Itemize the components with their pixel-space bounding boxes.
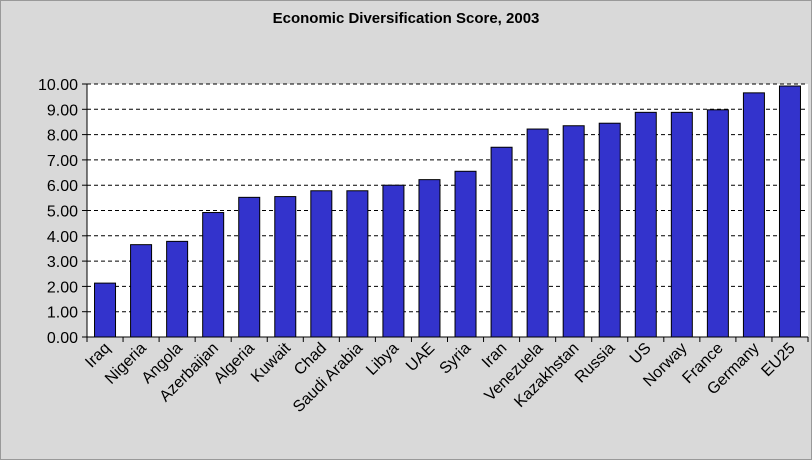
y-tick-label: 8.00 (47, 128, 78, 145)
x-tick-label: Libya (363, 340, 402, 379)
y-tick-label: 1.00 (47, 305, 78, 322)
bars (94, 85, 801, 338)
bar (94, 282, 117, 338)
y-tick-label: 7.00 (47, 153, 78, 170)
bar (418, 179, 441, 338)
bar (598, 122, 621, 338)
y-tick-labels: 0.00 1.00 2.00 3.00 4.00 5.00 6.00 7.00 8.00 9.00… (38, 77, 87, 347)
bar (202, 212, 225, 338)
x-tick-label: Iran (479, 340, 511, 372)
bar (706, 109, 729, 338)
x-tick-label: Syria (437, 340, 475, 378)
bar (526, 128, 549, 338)
bar (382, 184, 405, 338)
x-tick-label: EU25 (758, 340, 798, 380)
y-tick-label: 4.00 (47, 229, 78, 246)
y-tick-label: 2.00 (47, 279, 78, 296)
y-tick-label: 9.00 (47, 102, 78, 119)
bar (454, 170, 477, 338)
bar (562, 125, 585, 338)
x-tick-label: Iraq (82, 340, 114, 372)
y-tick-label: 3.00 (47, 254, 78, 271)
gridlines (87, 83, 808, 337)
bar (238, 196, 261, 338)
x-tick-label: UAE (403, 340, 438, 375)
bar (274, 196, 297, 338)
bar (778, 85, 801, 338)
bar (130, 244, 153, 338)
y-tick-label: 6.00 (47, 178, 78, 195)
bar (634, 111, 657, 338)
bar (742, 92, 765, 338)
x-tick-label: Russia (572, 340, 619, 387)
bar (490, 146, 513, 338)
bar (670, 111, 693, 338)
bar (310, 190, 333, 338)
x-tick-label: US (627, 340, 655, 368)
bar (166, 240, 189, 338)
x-tick-label: Kuwait (248, 339, 294, 385)
x-tick-label: Algeria (211, 340, 258, 387)
bar (346, 190, 369, 338)
chart-title: Economic Diversification Score, 2003 (272, 10, 540, 27)
x-tick-labels: IraqNigeriaAngolaAzerbaijanAlgeriaKuwait… (82, 339, 799, 416)
y-tick-label: 5.00 (47, 204, 78, 221)
y-tick-label: 0.00 (47, 330, 78, 347)
y-tick-label: 10.00 (38, 77, 78, 94)
